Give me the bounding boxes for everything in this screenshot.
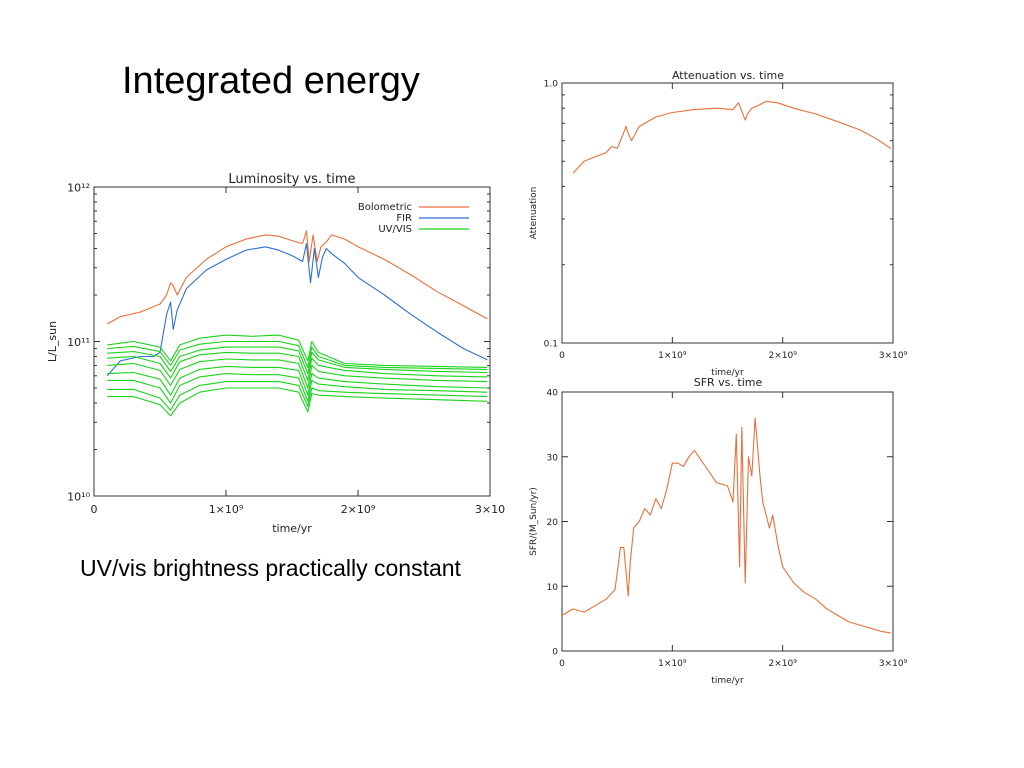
attenuation-x-tick-label: 1×10⁹ [658,351,687,361]
slide-caption: UV/vis brightness practically constant [80,555,461,581]
luminosity-x-tick-label: 1×10⁹ [209,503,244,516]
luminosity-series-line-bolometric-0 [106,230,488,325]
slide-title: Integrated energy [122,60,420,102]
luminosity-x-tick-label: 2×10⁹ [341,503,376,516]
luminosity-y-tick-label: 10¹⁰ [67,491,90,504]
luminosity-series-line-uv-vis-9 [107,381,488,411]
luminosity-x-tick-label: 0 [91,503,98,516]
attenuation-y-axis-label: Attenuation [529,187,539,240]
sfr-x-axis-label: time/yr [711,676,744,686]
legend-label-uvvis: UV/VIS [378,224,412,235]
legend-label-bolometric: Bolometric [358,202,412,213]
sfr-y-axis-label: SFR/(M_Sun/yr) [529,487,539,556]
sfr-y-tick-label: 10 [547,583,559,593]
luminosity-y-axis-label: L/L_sun [46,321,59,362]
luminosity-series-line-fir-1 [106,243,488,377]
sfr-x-tick-label: 1×10⁹ [658,659,687,669]
attenuation-y-tick-label: 1.0 [544,80,559,90]
luminosity-series-line-uv-vis-3 [107,340,488,370]
luminosity-series-line-uv-vis-7 [107,365,488,396]
attenuation-x-tick-label: 0 [559,351,565,361]
attenuation-plot-frame [561,82,894,344]
sfr-x-tick-label: 0 [559,659,565,669]
sfr-plot-frame [561,391,894,652]
sfr-y-tick-label: 20 [547,518,559,528]
sfr-x-tick-label: 2×10⁹ [769,659,798,669]
luminosity-y-tick-label: 10¹¹ [67,336,90,349]
sfr-y-tick-label: 30 [547,453,559,463]
attenuation-chart-title: Attenuation vs. time [672,69,784,82]
luminosity-series-line-uv-vis-2 [107,334,488,368]
luminosity-y-tick-label: 10¹² [67,182,90,195]
luminosity-series-line-uv-vis-4 [107,346,488,375]
sfr-y-tick-label: 40 [547,389,559,399]
legend-label-fir: FIR [396,213,412,224]
attenuation-x-tick-label: 2×10⁹ [769,351,798,361]
luminosity-series-line-uv-vis-6 [107,358,488,389]
luminosity-x-tick-label: 3×10 [475,503,505,516]
luminosity-series-line-uv-vis-8 [107,373,488,404]
luminosity-x-axis-label: time/yr [272,522,312,535]
sfr-y-tick-label: 0 [552,648,558,658]
attenuation-y-tick-label: 0.1 [544,340,558,350]
luminosity-chart-title: Luminosity vs. time [228,172,355,187]
sfr-chart-title: SFR vs. time [694,376,763,389]
attenuation-series-line-main-0 [572,100,892,174]
sfr-x-tick-label: 3×10⁹ [879,659,908,669]
attenuation-x-axis-label: time/yr [711,368,744,378]
luminosity-series-line-uv-vis-5 [107,351,488,381]
luminosity-series-line-uv-vis-10 [107,387,488,417]
attenuation-x-tick-label: 3×10⁹ [879,351,908,361]
sfr-series-line-main-0 [561,417,891,634]
